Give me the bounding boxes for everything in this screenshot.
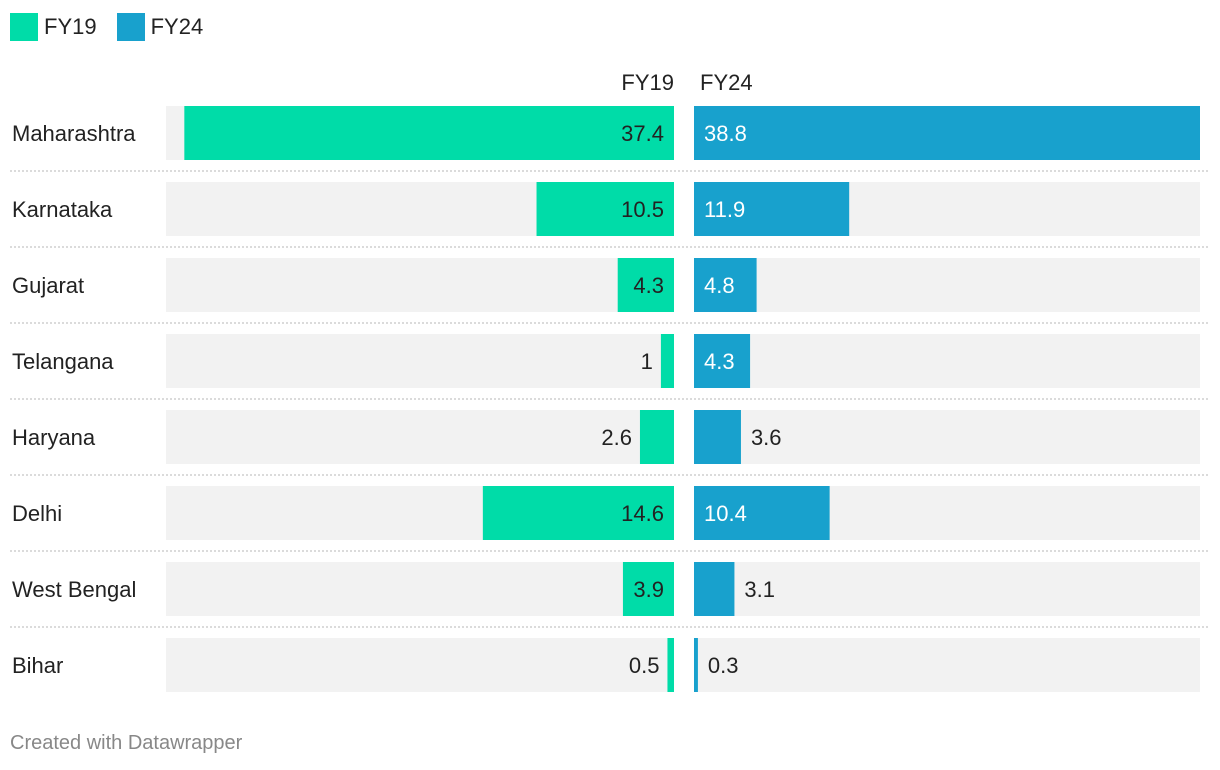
data-label-fy24-telangana: 4.3 [704,349,735,374]
track-fy19-gujarat [166,258,674,312]
data-label-fy19-gujarat: 4.3 [633,273,664,298]
category-label-telangana: Telangana [12,349,114,374]
bar-fy19-telangana [660,334,674,388]
track-fy19-bihar [166,638,674,692]
bar-fy19-karnataka [536,182,674,236]
track-fy24-haryana [694,410,1200,464]
legend-label-fy24: FY24 [150,14,204,39]
column-header-fy19: FY19 [621,70,674,95]
track-fy24-bihar [694,638,1200,692]
bar-fy24-delhi [694,486,830,540]
legend-label-fy19: FY19 [44,14,97,39]
data-label-fy24-bihar: 0.3 [708,653,739,678]
legend-item-fy24: FY24 [116,13,204,41]
column-header-fy24: FY24 [700,70,753,95]
category-label-bihar: Bihar [12,653,63,678]
track-fy19-haryana [166,410,674,464]
bar-fy19-delhi [482,486,674,540]
data-label-fy24-haryana: 3.6 [751,425,782,450]
bar-fy24-gujarat [694,258,757,312]
bar-fy24-maharashtra [694,106,1200,160]
track-fy24-telangana [694,334,1200,388]
bar-fy24-west-bengal [694,562,735,616]
data-label-fy19-maharashtra: 37.4 [621,121,664,146]
track-fy24-west-bengal [694,562,1200,616]
data-label-fy19-karnataka: 10.5 [621,197,664,222]
legend-swatch-fy19 [10,13,38,41]
data-label-fy24-karnataka: 11.9 [704,197,745,222]
category-label-west-bengal: West Bengal [12,577,136,602]
data-label-fy19-west-bengal: 3.9 [633,577,664,602]
bar-fy19-bihar [667,638,674,692]
data-label-fy24-west-bengal: 3.1 [744,577,775,602]
track-fy19-telangana [166,334,674,388]
category-label-delhi: Delhi [12,501,62,526]
data-label-fy19-bihar: 0.5 [629,653,660,678]
legend-swatch-fy24 [116,13,145,41]
data-label-fy19-telangana: 1 [641,349,653,374]
legend-item-fy19: FY19 [10,13,97,41]
data-label-fy24-maharashtra: 38.8 [704,121,747,146]
legend: FY19 FY24 [10,12,223,42]
bar-fy24-karnataka [694,182,850,236]
bar-fy19-maharashtra [184,106,674,160]
bar-fy24-telangana [694,334,751,388]
bar-fy19-gujarat [617,258,674,312]
data-label-fy24-delhi: 10.4 [704,501,747,526]
bar-fy24-bihar [694,638,698,692]
data-label-fy19-delhi: 14.6 [621,501,664,526]
track-fy24-gujarat [694,258,1200,312]
bar-fy19-haryana [639,410,674,464]
data-label-fy24-gujarat: 4.8 [704,273,735,298]
data-label-fy19-haryana: 2.6 [601,425,632,450]
bar-fy19-west-bengal [622,562,674,616]
category-label-gujarat: Gujarat [12,273,84,298]
category-label-maharashtra: Maharashtra [12,121,136,146]
track-fy19-west-bengal [166,562,674,616]
category-label-haryana: Haryana [12,425,96,450]
credit-footer[interactable]: Created with Datawrapper [10,732,243,754]
category-label-karnataka: Karnataka [12,197,113,222]
bar-fy24-haryana [694,410,741,464]
